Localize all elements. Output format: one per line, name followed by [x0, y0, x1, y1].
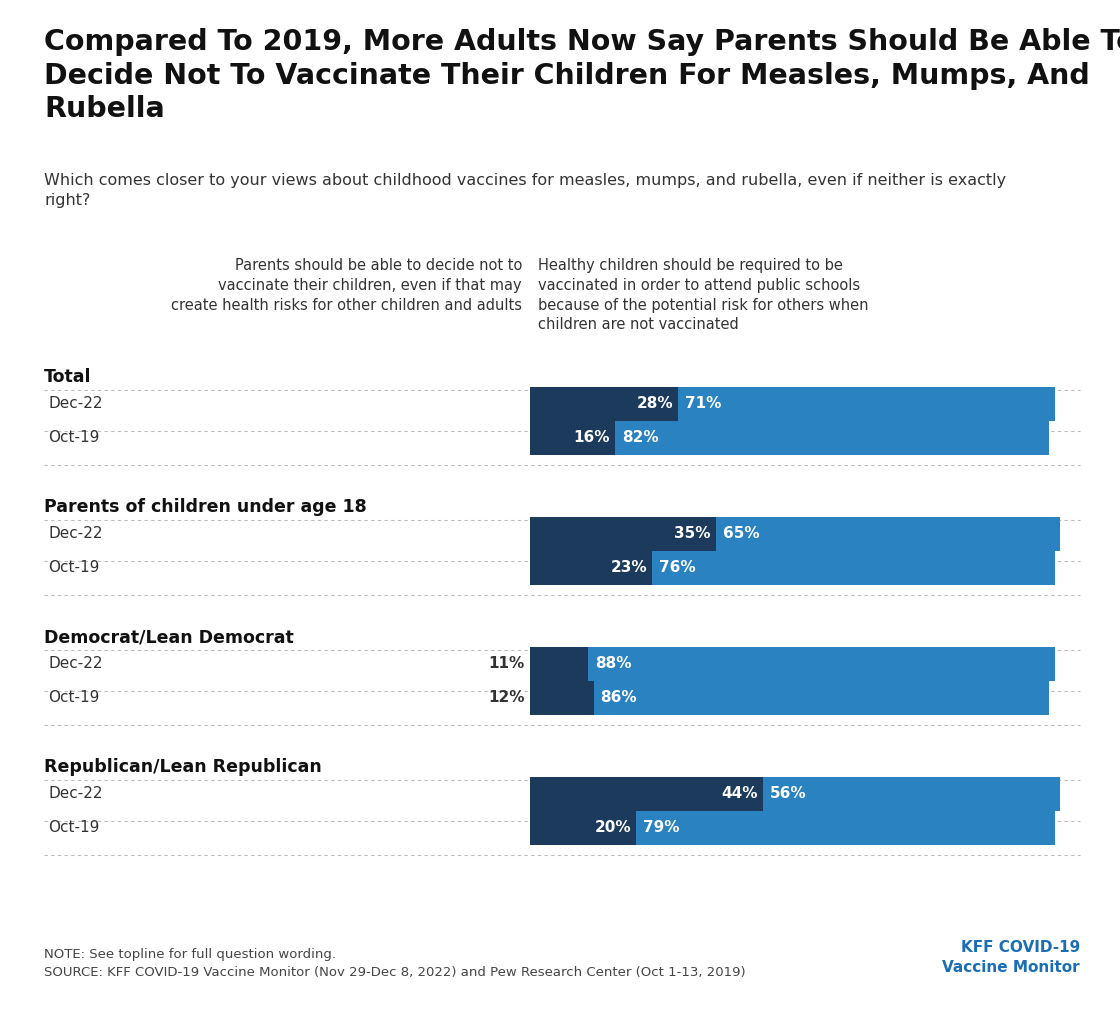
Text: Oct-19: Oct-19 — [48, 560, 100, 576]
Bar — [530, 387, 679, 421]
Text: 16%: 16% — [573, 431, 609, 445]
Bar — [530, 777, 763, 811]
Bar — [530, 681, 594, 715]
Text: 86%: 86% — [600, 691, 637, 705]
Bar — [679, 387, 1055, 421]
Text: Oct-19: Oct-19 — [48, 431, 100, 445]
Text: 28%: 28% — [637, 397, 673, 411]
Text: Republican/Lean Republican: Republican/Lean Republican — [44, 758, 321, 776]
Text: 23%: 23% — [610, 560, 647, 576]
Text: Dec-22: Dec-22 — [48, 397, 103, 411]
Text: 76%: 76% — [659, 560, 696, 576]
Text: Total: Total — [44, 368, 92, 386]
Text: 35%: 35% — [674, 526, 710, 542]
Bar — [530, 551, 652, 585]
Bar — [615, 421, 1049, 455]
Text: Dec-22: Dec-22 — [48, 657, 103, 671]
Text: Compared To 2019, More Adults Now Say Parents Should Be Able To
Decide Not To Va: Compared To 2019, More Adults Now Say Pa… — [44, 28, 1120, 123]
Text: Democrat/Lean Democrat: Democrat/Lean Democrat — [44, 628, 293, 646]
Text: 88%: 88% — [596, 657, 632, 671]
Text: 44%: 44% — [721, 786, 758, 802]
Text: Which comes closer to your views about childhood vaccines for measles, mumps, an: Which comes closer to your views about c… — [44, 173, 1006, 208]
Text: 56%: 56% — [771, 786, 806, 802]
Text: Parents of children under age 18: Parents of children under age 18 — [44, 498, 366, 516]
Text: 82%: 82% — [622, 431, 659, 445]
Text: 65%: 65% — [722, 526, 759, 542]
Text: Parents should be able to decide not to
vaccinate their children, even if that m: Parents should be able to decide not to … — [171, 258, 522, 313]
Bar — [530, 811, 636, 845]
Bar — [652, 551, 1055, 585]
Text: 20%: 20% — [595, 820, 631, 836]
Text: 11%: 11% — [488, 657, 525, 671]
Bar — [530, 647, 588, 681]
Bar — [588, 647, 1055, 681]
Text: Oct-19: Oct-19 — [48, 691, 100, 705]
Bar — [636, 811, 1055, 845]
Text: Dec-22: Dec-22 — [48, 786, 103, 802]
Text: NOTE: See topline for full question wording.
SOURCE: KFF COVID-19 Vaccine Monito: NOTE: See topline for full question word… — [44, 948, 746, 979]
Text: Oct-19: Oct-19 — [48, 820, 100, 836]
Text: Healthy children should be required to be
vaccinated in order to attend public s: Healthy children should be required to b… — [538, 258, 868, 332]
Text: 71%: 71% — [685, 397, 721, 411]
Text: Dec-22: Dec-22 — [48, 526, 103, 542]
Bar — [594, 681, 1049, 715]
Bar — [530, 421, 615, 455]
Bar — [716, 517, 1060, 551]
Text: 79%: 79% — [643, 820, 680, 836]
Text: KFF COVID-19
Vaccine Monitor: KFF COVID-19 Vaccine Monitor — [942, 940, 1080, 975]
Bar — [530, 517, 716, 551]
Text: 12%: 12% — [488, 691, 525, 705]
Bar — [763, 777, 1060, 811]
